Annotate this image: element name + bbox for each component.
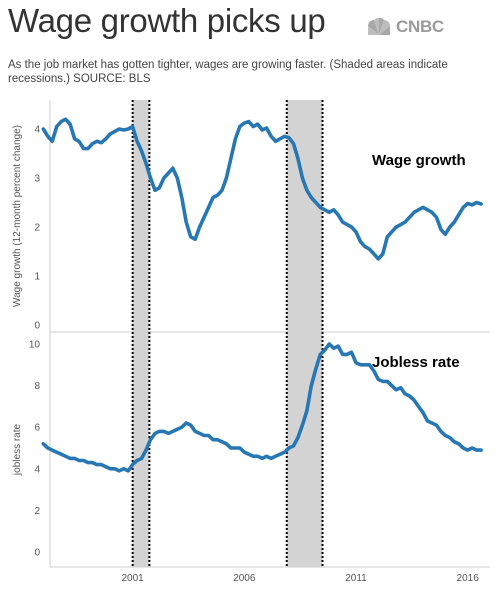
panel-label: Jobless rate <box>372 354 460 371</box>
y-tick-label: 0 <box>34 548 40 559</box>
recession-band <box>286 100 323 332</box>
y-tick-label: 2 <box>34 506 40 517</box>
brand-name: CNBC <box>396 17 444 36</box>
x-tick-label: 2016 <box>457 573 480 584</box>
y-tick-label: 3 <box>34 174 40 185</box>
x-tick-label: 2006 <box>233 573 256 584</box>
y-tick-label: 1 <box>34 272 40 283</box>
y-tick-label: 2 <box>34 223 40 234</box>
x-tick-label: 2011 <box>345 573 367 584</box>
peacock-icon <box>368 17 390 35</box>
series-line <box>41 342 483 473</box>
y-tick-label: 4 <box>34 464 40 475</box>
x-tick-label: 2001 <box>122 573 145 584</box>
recession-band <box>132 332 150 567</box>
y-axis-title: Wage growth (12-month percent change) <box>12 125 23 307</box>
y-axis-title: jobless rate <box>12 423 23 476</box>
series-line <box>41 117 483 261</box>
page-title: Wage growth picks up <box>8 2 326 39</box>
y-tick-label: 6 <box>34 423 40 434</box>
brand-logo: CNBC <box>366 16 470 38</box>
panel-label: Wage growth <box>372 152 466 169</box>
y-tick-label: 8 <box>34 381 40 392</box>
y-tick-label: 0 <box>34 321 40 332</box>
y-tick-label: 4 <box>34 125 40 136</box>
y-tick-label: 10 <box>29 340 41 351</box>
chart-subtitle: As the job market has gotten tighter, wa… <box>8 59 448 85</box>
